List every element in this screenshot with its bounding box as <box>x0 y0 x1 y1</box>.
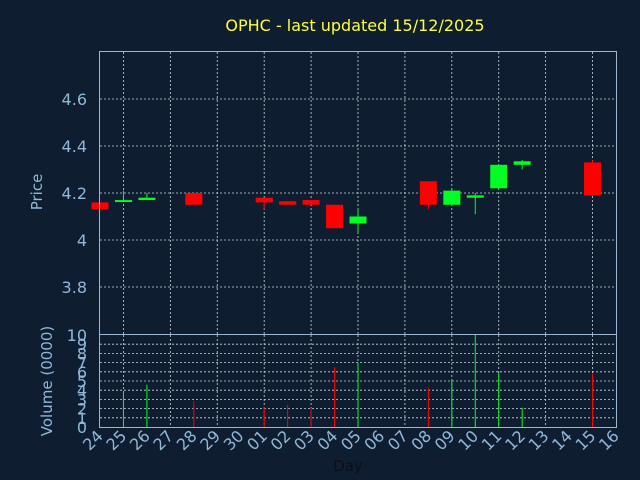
candle-body <box>279 201 297 205</box>
candle-body <box>584 162 602 196</box>
candle-body <box>302 200 320 205</box>
volume-axis-label: Volume (0000) <box>38 326 56 436</box>
volume-tick-label: 5 <box>77 372 87 391</box>
chart-title: OPHC - last updated 15/12/2025 <box>225 16 484 35</box>
volume-tick-label: 9 <box>77 335 87 354</box>
candle-body <box>466 195 484 198</box>
x-axis-label: Day <box>333 457 363 475</box>
candle-body <box>114 200 132 203</box>
volume-tick-label: 2 <box>77 400 87 419</box>
volume-tick-label: 8 <box>77 344 87 363</box>
price-tick-label: 4.6 <box>62 90 87 109</box>
candle-body <box>255 197 273 203</box>
volume-panel-frame <box>99 334 617 428</box>
volume-tick-label: 0 <box>77 418 87 437</box>
price-tick-label: 4.2 <box>62 184 87 203</box>
candle-body <box>185 193 203 205</box>
volume-tick-label: 10 <box>67 326 87 345</box>
price-tick-label: 4.4 <box>62 137 87 156</box>
volume-tick-label: 4 <box>77 381 87 400</box>
price-axis-label: Price <box>28 174 46 211</box>
price-tick-label: 3.8 <box>62 278 87 297</box>
volume-tick-label: 6 <box>77 363 87 382</box>
x-axis-ticks: 2425262728293001020304050607080910111213… <box>79 426 623 454</box>
candle-body <box>443 190 461 205</box>
price-tick-label: 4 <box>77 231 87 250</box>
candle-body <box>513 161 531 165</box>
volume-tick-label: 1 <box>77 409 87 428</box>
candle-body <box>419 181 437 205</box>
candle-body <box>326 204 344 229</box>
volume-tick-label: 7 <box>77 354 87 373</box>
candle-body <box>138 197 156 201</box>
candle-body <box>490 164 508 189</box>
volume-bars <box>122 335 594 427</box>
price-grid <box>100 52 616 334</box>
x-tick-label: 16 <box>595 426 623 454</box>
candles <box>91 160 602 233</box>
volume-tick-label: 3 <box>77 390 87 409</box>
candle-body <box>349 216 367 224</box>
price-y-ticks: 3.8 4 4.2 4.4 4.6 <box>62 90 87 297</box>
